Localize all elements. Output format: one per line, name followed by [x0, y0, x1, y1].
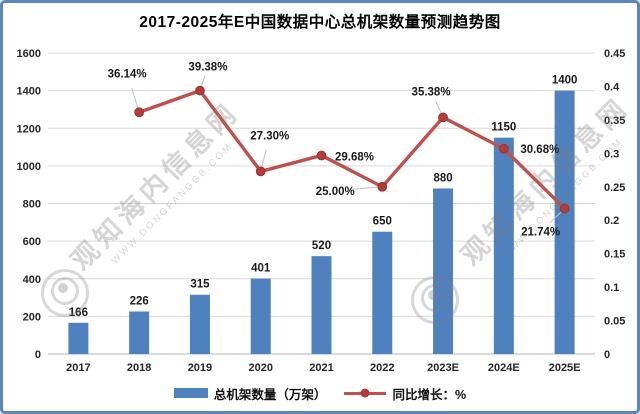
right-axis-tick: 0.15 [604, 249, 625, 261]
left-axis-tick: 1000 [17, 161, 41, 173]
growth-value-label: 36.14% [108, 68, 147, 80]
bar-value-label: 650 [373, 216, 392, 228]
right-axis-tick: 0.2 [604, 215, 619, 227]
bar-2017 [68, 322, 89, 354]
left-axis-tick: 0 [35, 349, 41, 361]
x-axis-label: 2018 [127, 362, 151, 374]
right-axis-tick: 0.3 [604, 148, 619, 160]
bar-value-label: 226 [130, 295, 149, 307]
right-axis-tick: 0.4 [604, 81, 620, 93]
line-marker-icon [360, 388, 370, 398]
data-point-2019 [195, 85, 205, 96]
growth-value-label: 30.68% [520, 144, 559, 156]
bar-2020 [250, 278, 271, 354]
bar-value-label: 520 [312, 240, 331, 252]
x-axis-label: 2025E [549, 362, 581, 374]
growth-value-label: 35.38% [412, 86, 451, 98]
data-point-2024E [498, 143, 509, 154]
chart-legend: 总机架数量（万架） 同比增长：% [3, 381, 637, 405]
right-axis-tick: 0.35 [604, 115, 625, 127]
growth-value-label: 39.38% [188, 62, 227, 74]
growth-line [138, 88, 566, 210]
x-axis-label: 2024E [488, 362, 520, 374]
legend-item-racks: 总机架数量（万架） [173, 384, 327, 403]
right-axis-tick: 0.25 [604, 182, 625, 194]
right-axis-tick: 0.1 [604, 282, 619, 294]
bar-2021 [311, 256, 332, 354]
bar-value-label: 315 [190, 279, 210, 291]
right-axis-tick: 0.45 [604, 48, 625, 60]
combo-chart-plot: 0 200 400 600 800 1000 1200 1400 1600 0 0.05 0.1 0.1… [17, 48, 626, 374]
legend-label-racks: 总机架数量（万架） [213, 387, 327, 402]
bar-value-label: 166 [69, 307, 88, 319]
growth-value-label: 21.74% [521, 227, 560, 239]
growth-value-label: 25.00% [316, 186, 355, 198]
growth-value-label: 27.30% [250, 130, 289, 142]
left-axis-tick: 1200 [17, 123, 41, 135]
data-point-2022 [377, 181, 388, 192]
x-axis-label: 2023E [427, 362, 459, 374]
left-axis-tick: 1400 [17, 86, 41, 98]
data-point-2018 [134, 107, 145, 118]
left-axis-tick: 1600 [17, 48, 41, 60]
left-axis-tick: 400 [23, 274, 41, 286]
data-point-2020 [255, 166, 266, 177]
legend-label-growth: 同比增长：% [392, 387, 467, 402]
bar-2019 [189, 294, 210, 354]
left-axis-tick: 200 [23, 311, 41, 323]
right-axis-tick: 0 [604, 349, 610, 361]
bar-2023E [433, 188, 454, 354]
bar-value-label: 1400 [552, 75, 578, 87]
data-point-2021 [316, 150, 327, 161]
x-axis-label: 2017 [66, 362, 90, 374]
left-axis-tick: 600 [23, 236, 41, 248]
right-axis-tick: 0.05 [604, 316, 625, 328]
bar-value-label: 401 [251, 263, 271, 275]
bar-2018 [129, 311, 150, 354]
bar-value-label: 1150 [491, 122, 516, 134]
x-axis-label: 2019 [188, 362, 212, 374]
bar-2022 [372, 231, 393, 354]
bar-2025E [554, 90, 575, 354]
chart-title: 2017-2025年E中国数据中心总机架数量预测趋势图 [139, 14, 501, 31]
data-point-2023E [438, 112, 448, 123]
bar-series-swatch-icon [173, 388, 208, 398]
left-axis-tick: 800 [23, 199, 41, 211]
x-axis-label: 2021 [309, 362, 333, 374]
bar-value-label: 880 [433, 172, 452, 184]
growth-value-label: 29.68% [335, 151, 374, 163]
x-axis-label: 2022 [370, 362, 394, 374]
data-point-2025E [559, 203, 570, 214]
bar-2024E [493, 137, 514, 354]
line-series-swatch-icon [344, 388, 387, 398]
legend-item-growth: 同比增长：% [344, 384, 466, 403]
x-axis-label: 2020 [248, 362, 272, 374]
